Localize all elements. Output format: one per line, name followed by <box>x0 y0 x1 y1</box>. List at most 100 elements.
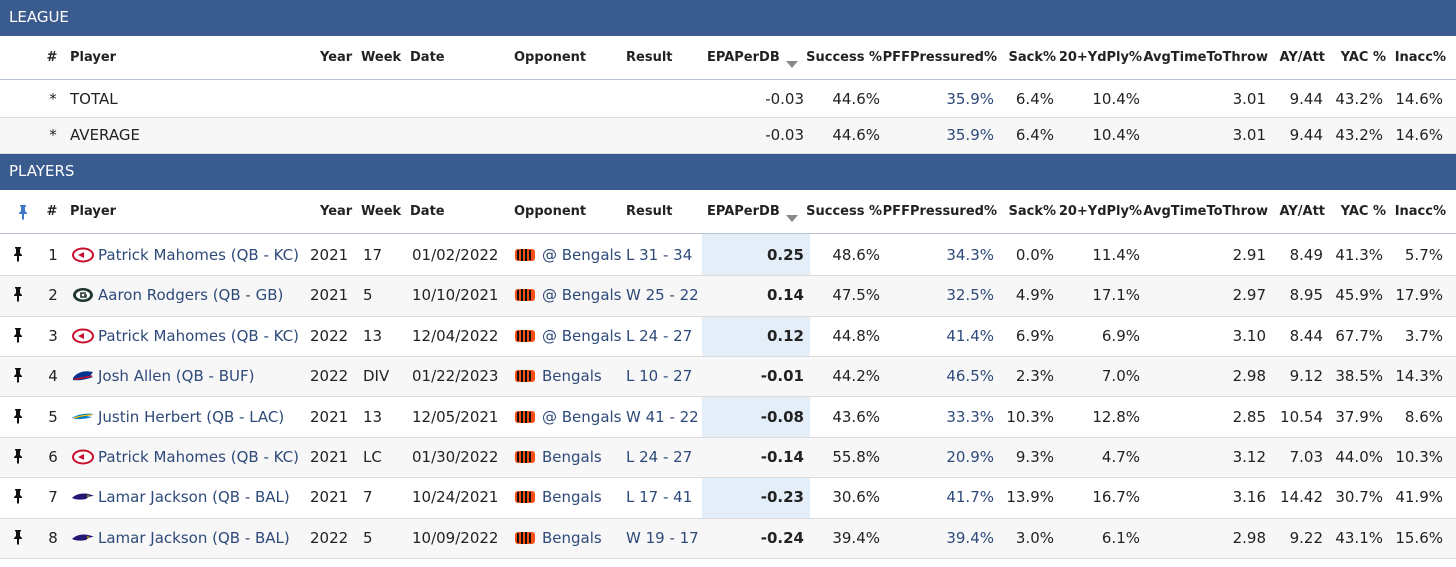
success-pct: 44.8% <box>832 326 880 345</box>
epa-per-db: -0.23 <box>760 488 804 507</box>
pin-icon[interactable] <box>12 246 24 266</box>
column-header[interactable]: EPAPerDB <box>707 204 780 219</box>
column-header[interactable]: AvgTimeToThrow <box>1143 50 1268 65</box>
sort-arrow <box>786 54 798 73</box>
big-play-pct: 10.4% <box>1092 126 1140 144</box>
time-to-throw: 3.01 <box>1232 126 1266 144</box>
column-header[interactable]: 20+YdPly% <box>1058 50 1142 65</box>
column-header[interactable]: YAC % <box>1340 204 1386 219</box>
player[interactable]: Lamar Jackson (QB - BAL) <box>98 488 290 507</box>
yac-pct: 43.1% <box>1335 528 1383 547</box>
team-logo <box>71 247 95 267</box>
pressured-pct: 35.9% <box>946 90 994 108</box>
row-divider <box>0 79 1456 80</box>
result[interactable]: W 25 - 22 <box>626 286 699 305</box>
result[interactable]: L 17 - 41 <box>626 488 693 507</box>
player[interactable]: Aaron Rodgers (QB - GB) <box>98 286 284 305</box>
column-header[interactable]: Year <box>320 204 353 219</box>
column-header[interactable]: Opponent <box>514 50 587 65</box>
sack-pct: 6.4% <box>1015 90 1054 108</box>
row-divider <box>0 396 1456 398</box>
opponent[interactable]: Bengals <box>542 448 602 466</box>
rank: 5 <box>48 407 58 426</box>
opponent[interactable]: @ Bengals <box>542 286 622 305</box>
column-header[interactable]: Inacc% <box>1394 204 1446 219</box>
opponent[interactable]: @ Bengals <box>542 407 622 426</box>
player[interactable]: Patrick Mahomes (QB - KC) <box>98 326 299 345</box>
player[interactable]: Justin Herbert (QB - LAC) <box>98 407 285 426</box>
yac-pct: 30.7% <box>1335 488 1383 507</box>
column-header[interactable]: Year <box>320 50 353 65</box>
column-header[interactable]: PFFPressured% <box>882 50 997 65</box>
inacc-pct: 17.9% <box>1395 286 1443 305</box>
column-header[interactable]: 20+YdPly% <box>1058 204 1142 219</box>
section-title: LEAGUE <box>9 8 69 26</box>
date: 12/04/2022 <box>412 326 499 345</box>
pin-icon[interactable] <box>12 529 24 549</box>
player[interactable]: Lamar Jackson (QB - BAL) <box>98 528 290 547</box>
sack-pct: 9.3% <box>1015 448 1054 466</box>
column-header[interactable]: PFFPressured% <box>882 204 997 219</box>
column-header[interactable]: AvgTimeToThrow <box>1143 204 1268 219</box>
pin-icon[interactable] <box>12 367 24 387</box>
result[interactable]: W 41 - 22 <box>626 407 699 426</box>
column-header[interactable]: Result <box>626 204 673 219</box>
result[interactable]: L 24 - 27 <box>626 448 693 466</box>
rank: 2 <box>48 286 58 305</box>
column-header[interactable]: Sack% <box>1008 50 1056 65</box>
time-to-throw: 3.16 <box>1232 488 1266 507</box>
player: TOTAL <box>70 90 118 108</box>
yac-pct: 43.2% <box>1335 90 1383 108</box>
column-header[interactable]: Opponent <box>514 204 587 219</box>
player[interactable]: Josh Allen (QB - BUF) <box>98 367 255 386</box>
column-header[interactable]: Week <box>361 50 402 65</box>
rank: * <box>49 126 57 144</box>
pin-icon[interactable] <box>12 488 24 508</box>
pin-icon[interactable] <box>12 448 24 468</box>
opponent[interactable]: Bengals <box>542 488 602 507</box>
column-header[interactable]: # <box>46 50 58 65</box>
column-header[interactable]: Week <box>361 204 402 219</box>
opponent[interactable]: @ Bengals <box>542 246 622 264</box>
ay-per-att: 10.54 <box>1280 407 1323 426</box>
result[interactable]: L 10 - 27 <box>626 367 693 386</box>
column-header[interactable]: Player <box>70 50 117 65</box>
date: 10/09/2022 <box>412 528 499 547</box>
result[interactable]: W 19 - 17 <box>626 528 699 547</box>
sack-pct: 4.9% <box>1015 286 1054 305</box>
row-divider <box>0 315 1456 317</box>
column-header[interactable]: YAC % <box>1340 50 1386 65</box>
pin-icon[interactable] <box>12 408 24 428</box>
column-header[interactable]: Result <box>626 50 673 65</box>
epa-per-db: -0.08 <box>760 407 804 426</box>
opponent[interactable]: Bengals <box>542 367 602 386</box>
column-header[interactable]: Sack% <box>1008 204 1056 219</box>
column-header[interactable]: Success % <box>806 204 882 219</box>
yac-pct: 45.9% <box>1335 286 1383 305</box>
row-divider <box>0 558 1456 559</box>
opponent[interactable]: Bengals <box>542 528 602 547</box>
result[interactable]: L 31 - 34 <box>626 246 693 264</box>
column-header[interactable]: EPAPerDB <box>707 50 780 65</box>
pressured-pct: 46.5% <box>946 367 994 386</box>
player[interactable]: Patrick Mahomes (QB - KC) <box>98 448 299 466</box>
column-header[interactable]: Player <box>70 204 117 219</box>
week: 5 <box>363 286 373 305</box>
result[interactable]: L 24 - 27 <box>626 326 693 345</box>
pin-icon[interactable] <box>12 286 24 306</box>
success-pct: 48.6% <box>832 246 880 264</box>
big-play-pct: 12.8% <box>1092 407 1140 426</box>
column-header[interactable]: AY/Att <box>1279 204 1325 219</box>
column-header[interactable]: Success % <box>806 50 882 65</box>
column-header[interactable]: Date <box>410 204 445 219</box>
yac-pct: 38.5% <box>1335 367 1383 386</box>
column-header[interactable]: Date <box>410 50 445 65</box>
column-header[interactable]: # <box>46 204 58 219</box>
column-header[interactable]: Inacc% <box>1394 50 1446 65</box>
player[interactable]: Patrick Mahomes (QB - KC) <box>98 246 299 264</box>
pin-icon[interactable] <box>12 327 24 347</box>
column-header[interactable]: AY/Att <box>1279 50 1325 65</box>
opponent-logo <box>514 489 536 509</box>
opponent[interactable]: @ Bengals <box>542 326 622 345</box>
yac-pct: 44.0% <box>1335 448 1383 466</box>
